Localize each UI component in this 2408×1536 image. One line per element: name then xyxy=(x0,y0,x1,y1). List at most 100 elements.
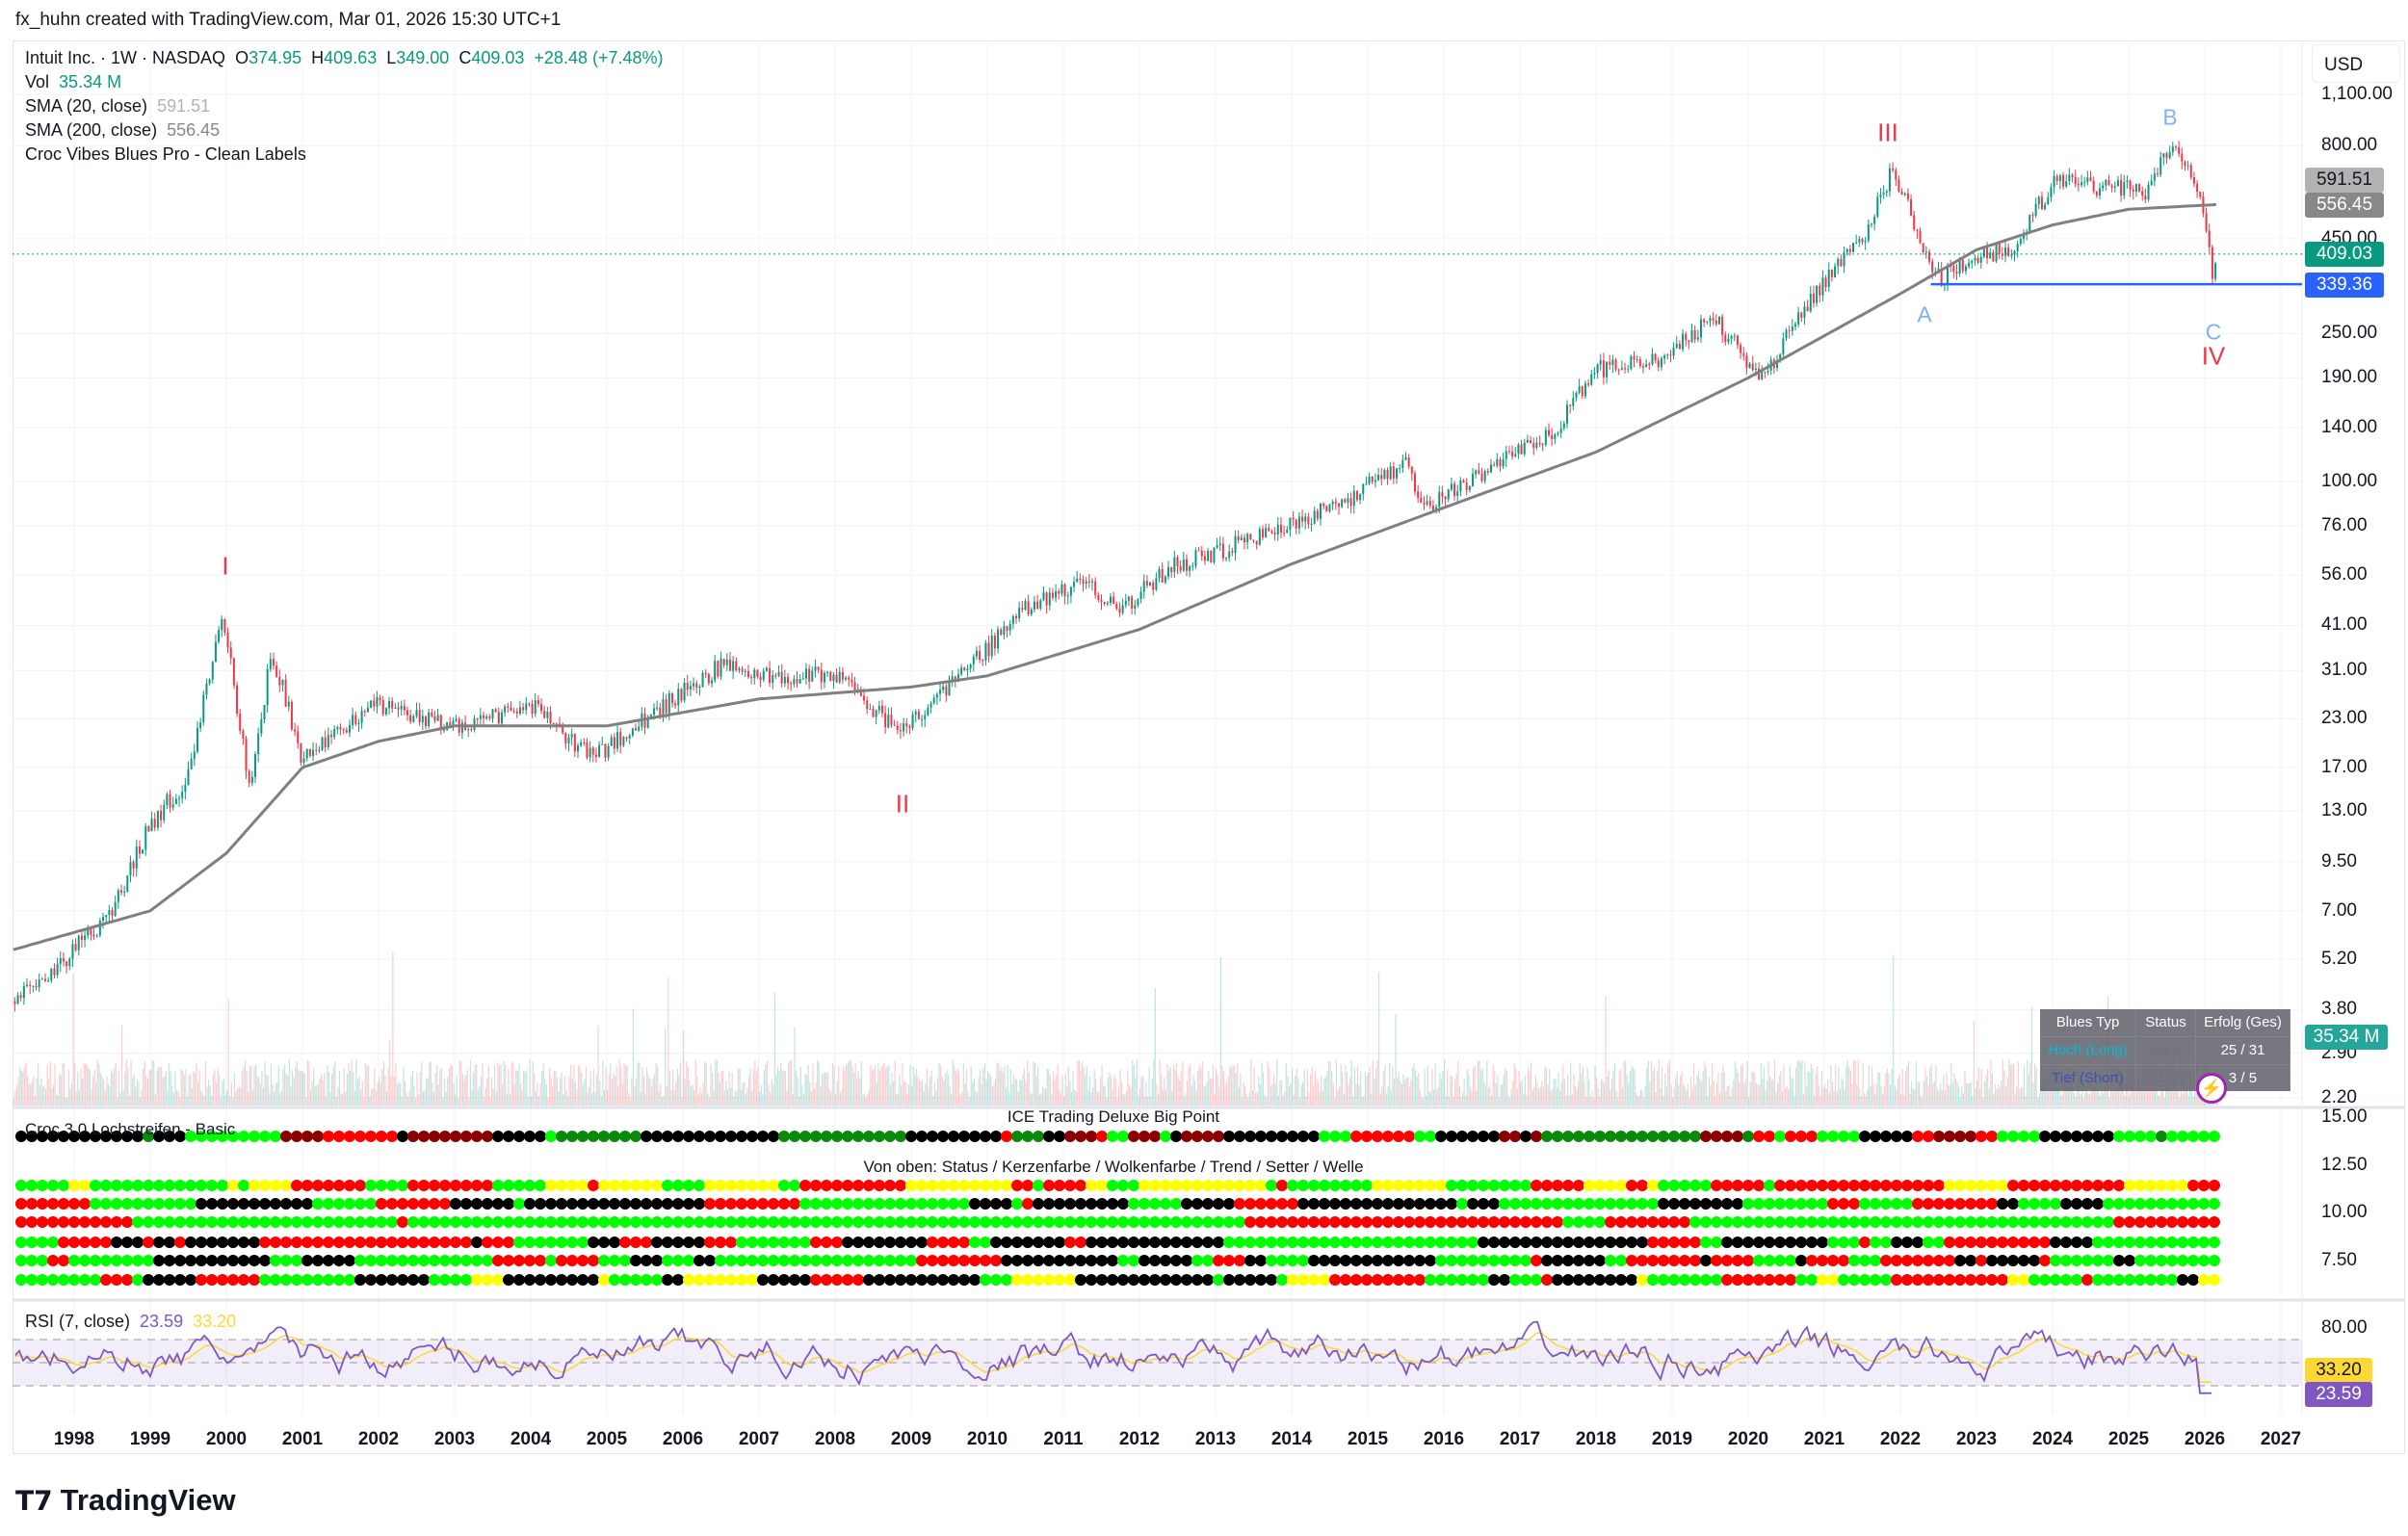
volume-bar xyxy=(313,1067,315,1106)
table-cell: Inaktiv xyxy=(2136,1037,2196,1065)
signal-dot xyxy=(1414,1255,1426,1266)
table-cell: 3 / 5 xyxy=(2196,1065,2290,1093)
candle-body xyxy=(294,729,297,732)
legend-volume[interactable]: Vol 35.34 M xyxy=(25,72,121,92)
candle-body xyxy=(924,715,927,719)
volume-bar xyxy=(498,1065,501,1106)
rsi-legend[interactable]: RSI (7, close) 23.59 33.20 xyxy=(25,1312,236,1332)
volume-bar xyxy=(1878,1073,1881,1106)
signal-dot xyxy=(312,1216,324,1228)
volume-bar xyxy=(943,1080,945,1106)
volume-bar xyxy=(864,1093,866,1106)
signal-dot xyxy=(1689,1237,1701,1248)
volume-bar xyxy=(970,1065,972,1106)
volume-bar xyxy=(1230,1068,1232,1106)
volume-bar xyxy=(928,1086,929,1106)
volume-bar xyxy=(1206,1080,1208,1106)
signal-dot xyxy=(164,1216,175,1228)
legend-sma20[interactable]: SMA (20, close) 591.51 xyxy=(25,96,210,117)
signal-dot xyxy=(482,1216,493,1228)
signal-dot xyxy=(47,1237,59,1248)
legend-indicator[interactable]: Croc Vibes Blues Pro - Clean Labels xyxy=(25,144,306,164)
volume-bar xyxy=(2124,1095,2126,1106)
symbol-title[interactable]: Intuit Inc. · 1W · NASDAQ xyxy=(25,48,226,67)
candle-body xyxy=(1736,335,1739,346)
signal-dot xyxy=(1478,1255,1489,1266)
tradingview-logo[interactable]: 𝗧𝟳 TradingView xyxy=(15,1483,236,1518)
volume-bar xyxy=(381,1069,383,1106)
volume-bar xyxy=(1702,1070,1704,1106)
volume-bar xyxy=(338,1070,341,1106)
candle-body xyxy=(102,917,105,921)
candle-body xyxy=(704,672,707,674)
volume-bar xyxy=(1608,1069,1610,1106)
signal-dot xyxy=(280,1180,292,1191)
volume-bar xyxy=(2108,1097,2110,1106)
signal-dot xyxy=(1817,1274,1828,1286)
signal-dot xyxy=(2103,1255,2114,1266)
candle-body xyxy=(59,958,62,964)
candle-body xyxy=(1572,398,1575,406)
volume-bar xyxy=(917,1076,919,1106)
signal-dot xyxy=(376,1216,387,1228)
candle-body xyxy=(1793,324,1796,327)
volume-bar xyxy=(1757,1084,1759,1106)
signal-dot xyxy=(1997,1216,2008,1228)
volume-bar xyxy=(1927,1084,1929,1106)
signal-dot xyxy=(746,1255,758,1266)
signal-dot xyxy=(1817,1255,1828,1266)
volume-bar xyxy=(103,1079,105,1106)
candle-body xyxy=(939,690,942,694)
signal-dot xyxy=(68,1131,80,1142)
candle-body xyxy=(263,705,266,719)
legend-sma200[interactable]: SMA (200, close) 556.45 xyxy=(25,120,220,141)
volume-bar xyxy=(425,1078,428,1106)
signal-dot xyxy=(1838,1255,1849,1266)
volume-bar xyxy=(455,1094,457,1106)
candle-body xyxy=(1900,192,1903,195)
volume-bar xyxy=(1594,1065,1596,1106)
signal-dot xyxy=(418,1274,430,1286)
volume-bar xyxy=(1736,1067,1738,1106)
signal-dot xyxy=(1626,1216,1637,1228)
volume-bar xyxy=(1906,1065,1908,1106)
volume-bar xyxy=(1353,1067,1355,1106)
signal-dot xyxy=(1149,1131,1161,1142)
candle-body xyxy=(1955,272,1958,274)
signal-dot xyxy=(2134,1180,2146,1191)
volume-bar xyxy=(2104,1083,2106,1106)
volume-bar xyxy=(1332,1082,1334,1106)
volume-bar xyxy=(1806,1086,1808,1106)
signal-dot xyxy=(757,1180,769,1191)
volume-bar xyxy=(1737,1073,1740,1106)
currency-button[interactable]: USD xyxy=(2312,44,2400,83)
volume-bar xyxy=(1122,1093,1124,1106)
signal-dot xyxy=(1753,1180,1765,1191)
volume-bar xyxy=(2009,1064,2011,1106)
candle-body xyxy=(424,716,427,726)
signal-dot xyxy=(1509,1198,1521,1210)
lightning-assistant-icon[interactable]: ⚡ xyxy=(2196,1073,2227,1104)
signal-dot xyxy=(1054,1255,1065,1266)
candle-body xyxy=(1018,608,1021,619)
volume-bar xyxy=(1901,1069,1903,1106)
volume-bar xyxy=(663,1095,665,1106)
signal-dot xyxy=(1806,1198,1818,1210)
candle-body xyxy=(1027,601,1030,615)
candle-body xyxy=(610,737,613,746)
signal-dot xyxy=(1001,1274,1012,1286)
signal-dot xyxy=(842,1255,853,1266)
volume-bar xyxy=(1886,1068,1888,1106)
signal-dot xyxy=(1764,1216,1775,1228)
signal-dot xyxy=(1499,1216,1510,1228)
signal-dot xyxy=(1785,1131,1796,1142)
legend-ohlc: Intuit Inc. · 1W · NASDAQ O374.95 H409.6… xyxy=(25,48,664,68)
volume-bar xyxy=(967,1091,969,1106)
volume-bar xyxy=(705,1063,707,1106)
signal-dot xyxy=(810,1131,822,1142)
signal-dot xyxy=(1128,1198,1139,1210)
candle-body xyxy=(1916,229,1919,231)
signal-dot xyxy=(1954,1198,1966,1210)
candle-body xyxy=(804,668,807,679)
